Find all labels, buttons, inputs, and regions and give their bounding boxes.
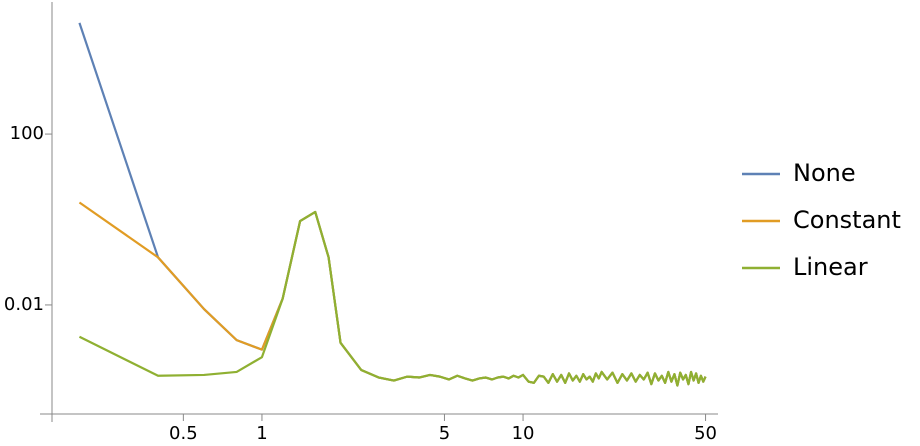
legend-label: None: [793, 159, 856, 187]
series-line: [78, 201, 707, 387]
legend-label: Constant: [793, 206, 901, 234]
x-tick-label: 50: [694, 423, 717, 444]
x-tick-label: 5: [439, 423, 450, 444]
legend-label: Linear: [793, 253, 868, 281]
y-tick-label: 100: [10, 123, 44, 144]
x-tick-label: 10: [512, 423, 535, 444]
series-line: [78, 210, 707, 387]
x-tick-label: 1: [256, 423, 267, 444]
y-tick-label: 0.01: [4, 294, 44, 315]
x-tick-label: 0.5: [169, 423, 198, 444]
series-line: [78, 22, 707, 387]
